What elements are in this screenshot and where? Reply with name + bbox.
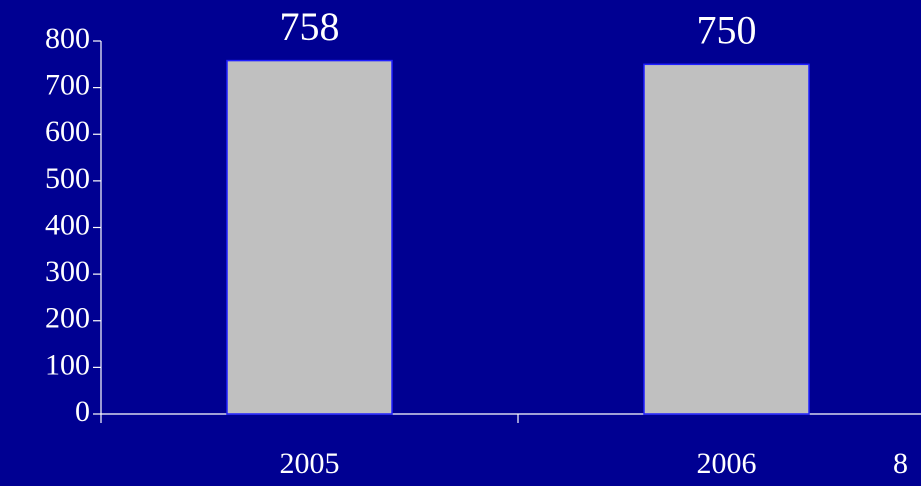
value-label: 758 — [280, 4, 340, 49]
bar — [226, 59, 393, 415]
value-label: 750 — [697, 7, 757, 52]
y-tick-label: 700 — [45, 69, 90, 102]
x-tick-label: 2006 — [697, 447, 757, 480]
y-tick-label: 0 — [75, 395, 90, 428]
y-tick-label: 100 — [45, 348, 90, 381]
bar — [643, 63, 810, 415]
slide-number: 8 — [893, 447, 908, 480]
y-tick-label: 300 — [45, 255, 90, 288]
y-tick-label: 200 — [45, 302, 90, 335]
y-tick-label: 400 — [45, 208, 90, 241]
y-tick-label: 800 — [45, 22, 90, 55]
x-tick-label: 2005 — [280, 447, 340, 480]
y-tick-label: 600 — [45, 115, 90, 148]
y-tick-label: 500 — [45, 162, 90, 195]
